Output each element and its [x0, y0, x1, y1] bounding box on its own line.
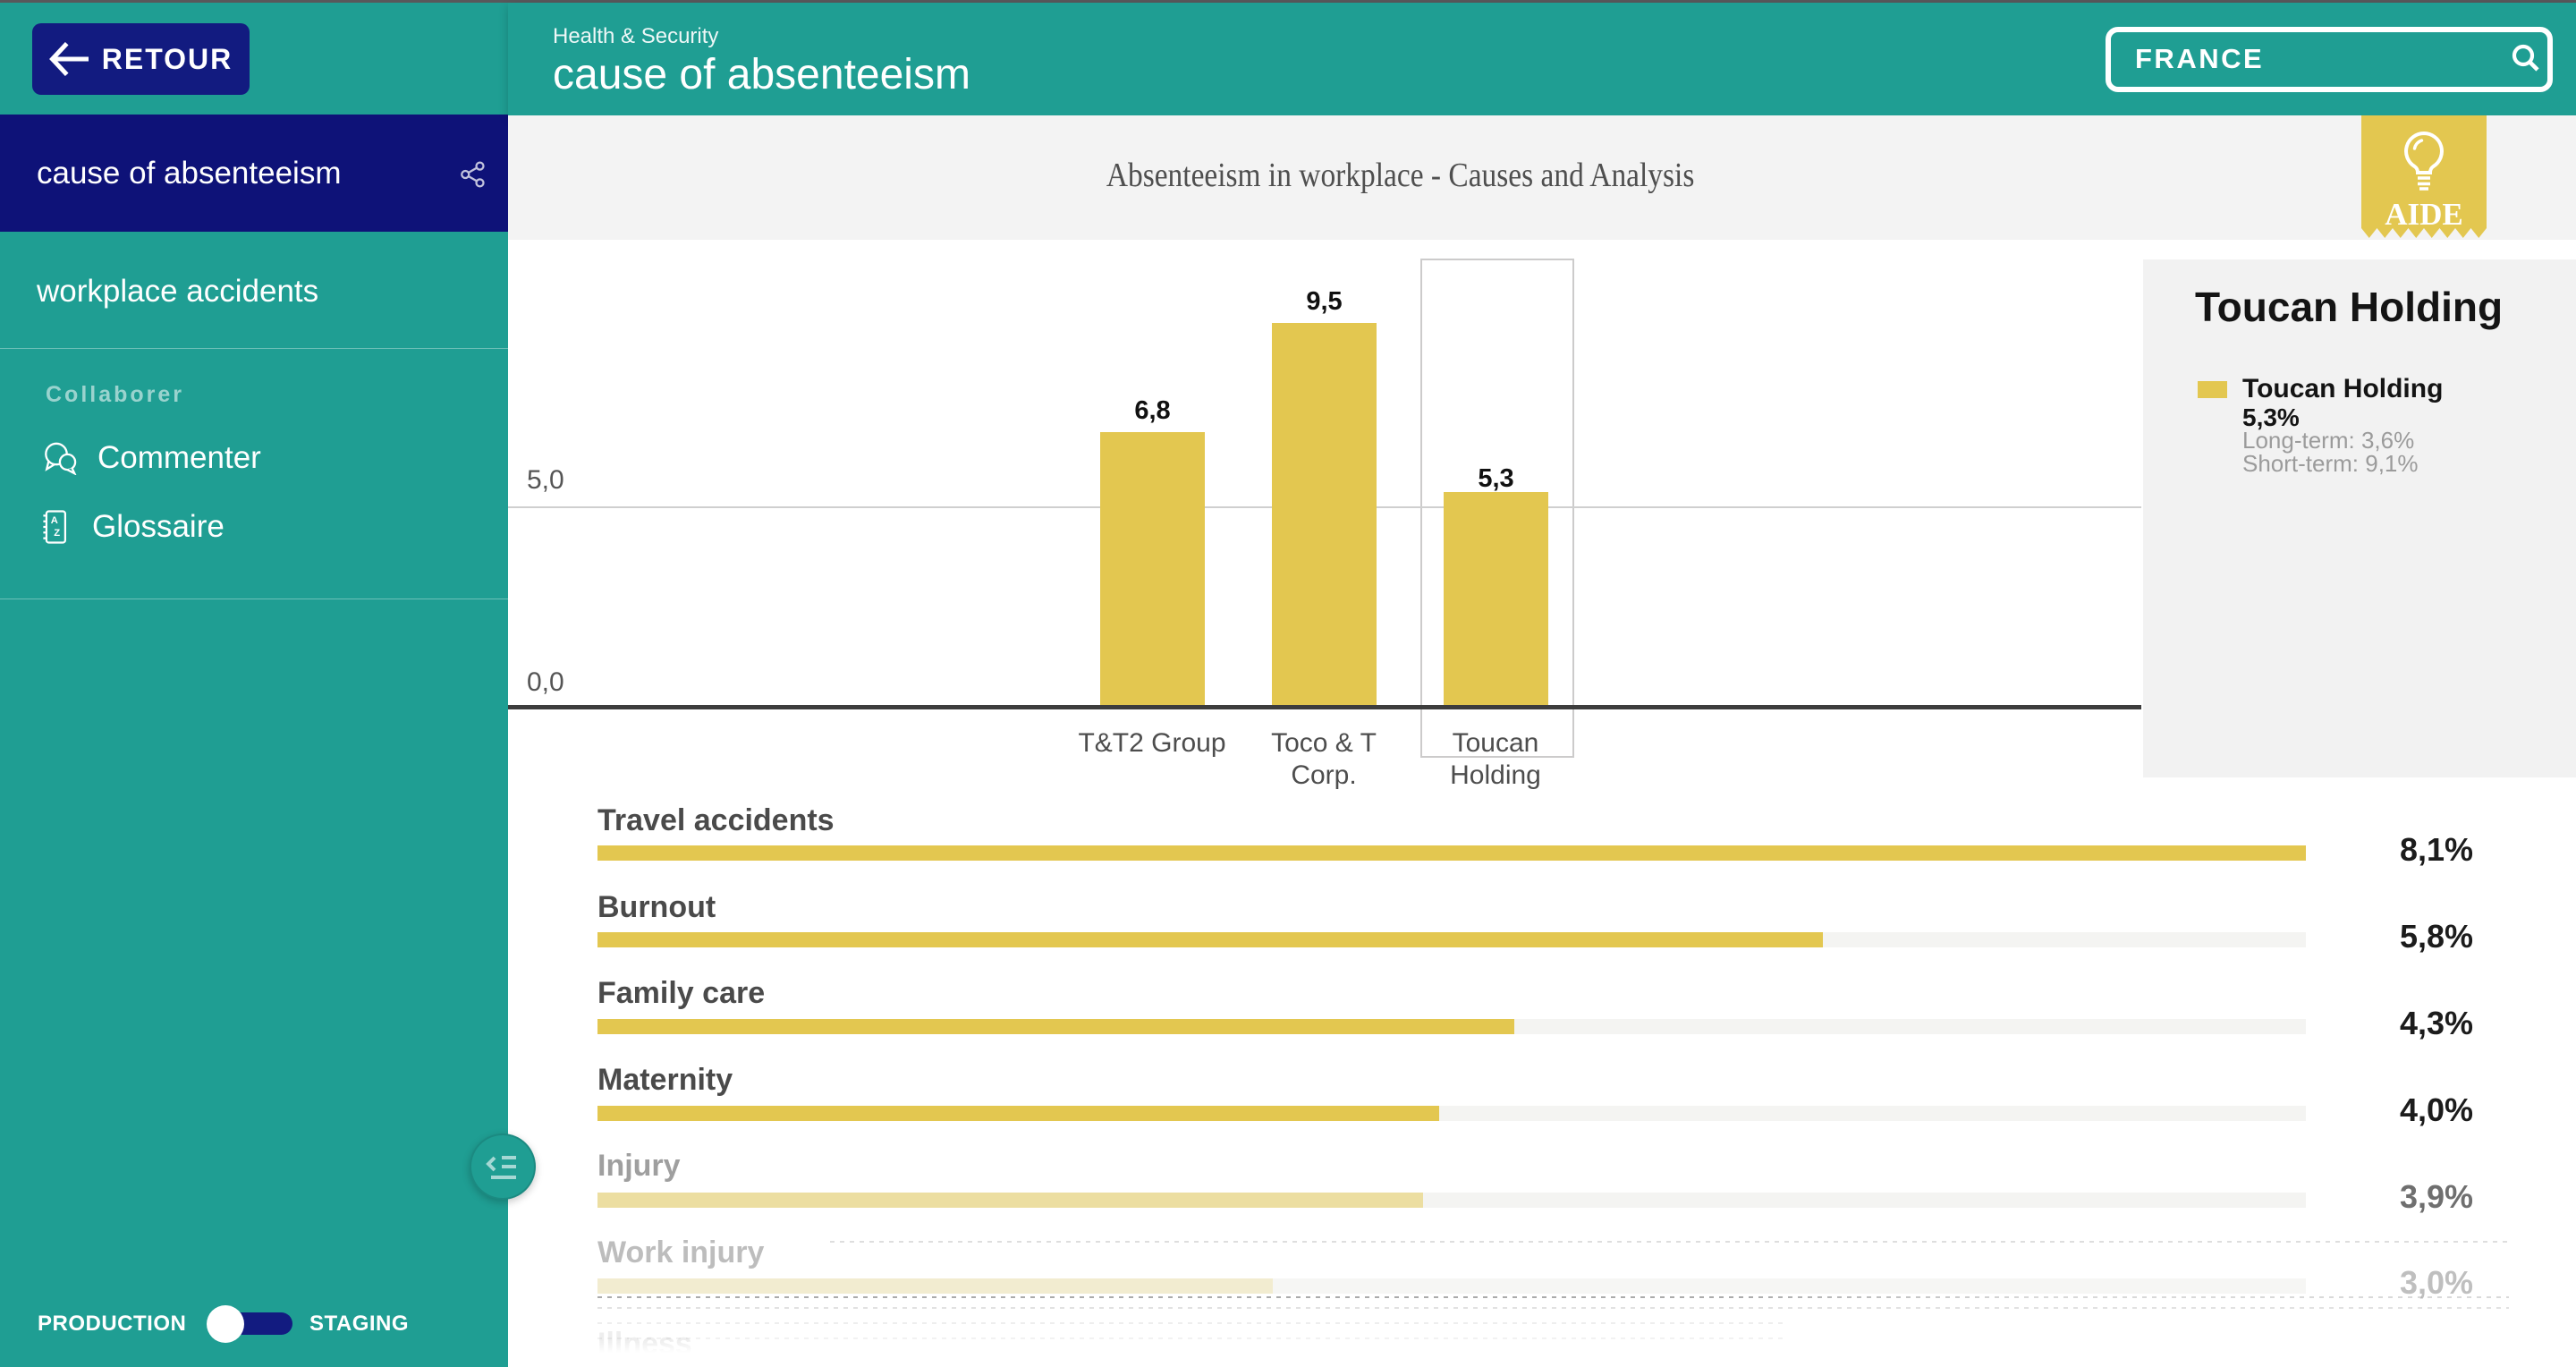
svg-text:Z: Z — [54, 528, 60, 539]
svg-text:A: A — [51, 515, 58, 526]
